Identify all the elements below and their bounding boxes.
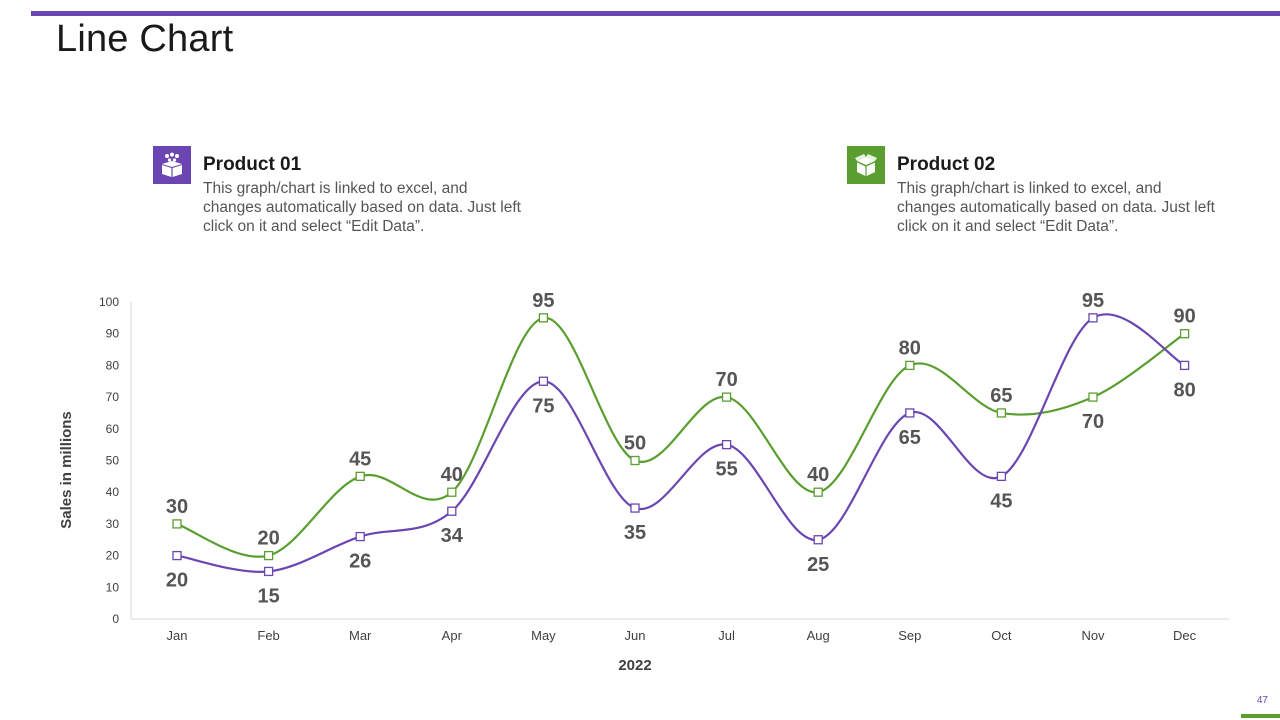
y-tick-label: 10 (106, 580, 120, 594)
data-label: 26 (349, 551, 371, 573)
data-point-marker (1179, 360, 1190, 371)
data-point-marker (355, 531, 365, 542)
data-label: 45 (990, 490, 1012, 512)
y-axis-title: Sales in millions (58, 411, 75, 529)
data-point-marker (721, 392, 732, 402)
legend-title: Product 02 (897, 154, 996, 175)
y-tick-label: 70 (106, 390, 120, 404)
data-label: 20 (166, 570, 188, 592)
data-label: 40 (807, 464, 829, 486)
data-label: 15 (257, 585, 279, 607)
data-point-marker (355, 471, 365, 482)
data-label: 80 (899, 337, 921, 359)
y-tick-label: 50 (106, 454, 120, 468)
x-tick-label: May (531, 628, 556, 643)
corner-accent-bar (1241, 714, 1280, 718)
x-tick-label: Jun (625, 628, 646, 643)
data-point-marker (172, 519, 182, 529)
data-label: 30 (166, 496, 188, 518)
x-axis-title: 2022 (618, 657, 651, 674)
x-tick-label: Jul (718, 628, 735, 643)
x-tick-label: Aug (807, 628, 830, 643)
legend-title: Product 01 (203, 154, 302, 175)
data-point-marker (538, 313, 549, 323)
data-label: 34 (441, 525, 464, 547)
data-label: 45 (349, 448, 371, 470)
data-point-marker (996, 408, 1007, 418)
x-tick-label: Mar (349, 628, 372, 643)
data-label: 95 (532, 290, 554, 312)
data-point-marker (813, 487, 823, 497)
data-point-marker (905, 360, 915, 371)
x-tick-label: Jan (167, 628, 188, 643)
data-point-marker (263, 566, 274, 577)
data-point-marker (996, 471, 1007, 482)
x-tick-label: Apr (442, 628, 463, 643)
top-accent-bar (31, 11, 1280, 16)
legend-description: This graph/chart is linked to excel, and… (897, 180, 1215, 235)
series-line-1 (176, 313, 1186, 573)
data-label: 65 (899, 427, 921, 449)
data-point-marker (630, 503, 640, 513)
data-point-marker (905, 408, 915, 418)
data-label: 70 (715, 369, 737, 391)
data-point-marker (813, 535, 823, 545)
data-point-marker (1088, 392, 1098, 402)
data-point-marker (263, 550, 274, 561)
data-point-marker (1088, 313, 1098, 323)
data-label: 50 (624, 433, 646, 455)
x-tick-label: Oct (991, 628, 1012, 643)
data-point-marker (538, 376, 549, 386)
y-tick-label: 100 (99, 295, 119, 309)
data-point-marker (172, 550, 182, 561)
people-box-icon (153, 146, 191, 184)
data-point-marker (630, 455, 640, 466)
data-label: 80 (1173, 379, 1195, 401)
open-box-icon (847, 146, 885, 184)
y-tick-label: 20 (106, 549, 120, 563)
legend-description: This graph/chart is linked to excel, and… (203, 180, 521, 235)
x-tick-label: Nov (1081, 628, 1105, 643)
page-number: 47 (1256, 695, 1268, 706)
slide-title: Line Chart (56, 18, 234, 60)
y-tick-label: 40 (106, 485, 120, 499)
data-label: 65 (990, 385, 1012, 407)
x-tick-label: Dec (1173, 628, 1197, 643)
data-label: 55 (715, 459, 737, 481)
data-label: 90 (1173, 306, 1195, 328)
y-tick-label: 60 (106, 422, 120, 436)
data-point-marker (721, 439, 732, 450)
y-tick-label: 30 (106, 517, 120, 531)
data-point-marker (1179, 329, 1190, 339)
data-label: 75 (532, 395, 554, 417)
series-line-2 (176, 316, 1186, 558)
data-label: 70 (1082, 411, 1104, 433)
x-tick-label: Feb (257, 628, 279, 643)
y-tick-label: 0 (112, 612, 119, 626)
data-label: 95 (1082, 290, 1104, 312)
data-label: 40 (441, 464, 463, 486)
data-label: 25 (807, 554, 829, 576)
data-label: 20 (257, 528, 279, 550)
y-tick-label: 80 (106, 358, 120, 372)
y-tick-label: 90 (106, 327, 120, 341)
data-point-marker (447, 506, 457, 516)
x-tick-label: Sep (898, 628, 921, 643)
data-label: 35 (624, 522, 646, 544)
data-point-marker (447, 487, 457, 497)
